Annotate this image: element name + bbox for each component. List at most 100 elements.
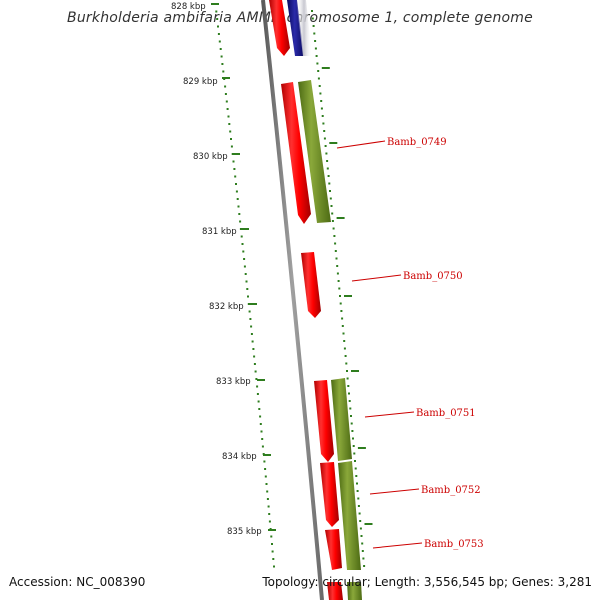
outer-major-tick	[357, 447, 366, 449]
cds-feature[interactable]	[338, 461, 361, 570]
outer-tick	[350, 422, 353, 425]
outer-major-tick	[364, 523, 373, 525]
minor-tick	[239, 228, 242, 230]
minor-tick	[245, 280, 248, 283]
minor-tick	[225, 100, 228, 103]
minor-tick	[229, 130, 232, 133]
outer-tick	[363, 565, 366, 567]
outer-major-tick	[329, 142, 338, 144]
minor-tick	[250, 333, 253, 335]
outer-tick	[319, 92, 322, 95]
kbp-label: 834 kbp	[222, 452, 257, 462]
minor-tick	[273, 565, 275, 568]
minor-tick	[230, 145, 233, 148]
outer-tick	[339, 295, 341, 297]
cds-feature[interactable]	[298, 80, 331, 223]
minor-tick	[217, 33, 220, 35]
gene-label-bamb-0750[interactable]: Bamb_0750	[403, 271, 463, 282]
gene-feature[interactable]	[281, 82, 311, 224]
kbp-tick	[268, 529, 276, 531]
minor-tick	[261, 438, 264, 440]
minor-tick	[271, 543, 273, 545]
outer-tick	[333, 235, 336, 237]
minor-tick	[228, 123, 231, 125]
gene-feature[interactable]	[320, 462, 339, 527]
outer-tick	[359, 520, 362, 522]
outer-tick	[348, 392, 350, 395]
minor-tick	[226, 108, 229, 110]
outer-tick	[320, 107, 323, 110]
outer-tick	[339, 302, 342, 305]
gene-label-bamb-0753[interactable]: Bamb_0753	[424, 539, 484, 550]
label-leader	[351, 274, 402, 282]
minor-tick	[224, 85, 227, 88]
outer-tick	[346, 370, 348, 372]
minor-tick	[266, 490, 269, 493]
outer-tick	[343, 340, 346, 342]
outer-tick	[331, 220, 334, 222]
outer-tick	[322, 122, 325, 125]
outer-tick	[357, 505, 360, 507]
minor-tick	[268, 513, 271, 515]
minor-tick	[253, 363, 256, 365]
outer-tick	[326, 167, 329, 170]
minor-tick	[230, 138, 232, 140]
accession-text: Accession: NC_008390	[9, 575, 146, 589]
minor-tick	[260, 430, 263, 433]
gene-label-bamb-0752[interactable]: Bamb_0752	[421, 485, 481, 496]
cds-feature[interactable]	[331, 378, 352, 461]
gene-label-bamb-0749[interactable]: Bamb_0749	[387, 137, 447, 148]
kbp-label: 831 kbp	[202, 227, 237, 237]
gene-feature-reverse[interactable]	[287, 0, 304, 56]
minor-tick	[253, 355, 256, 358]
minor-tick	[227, 115, 230, 118]
outer-major-tick	[344, 295, 352, 297]
outer-tick	[323, 137, 326, 140]
gene-feature[interactable]	[327, 582, 343, 600]
gene-label-bamb-0751[interactable]: Bamb_0751	[416, 408, 476, 419]
minor-tick	[219, 48, 222, 50]
outer-tick	[346, 377, 349, 380]
outer-major-tick	[351, 370, 359, 372]
outer-tick	[348, 400, 351, 402]
outer-tick	[338, 287, 341, 290]
outer-tick	[341, 317, 344, 320]
minor-tick	[272, 558, 275, 560]
minor-tick	[263, 460, 266, 463]
minor-tick	[247, 303, 250, 305]
outer-tick	[329, 197, 332, 200]
minor-tick	[271, 550, 274, 553]
outer-tick-track	[311, 10, 373, 567]
outer-tick	[343, 347, 346, 350]
outer-tick	[330, 205, 333, 207]
outer-tick	[329, 190, 331, 192]
kbp-tick	[263, 454, 271, 456]
minor-tick	[246, 288, 249, 290]
kbp-label: 828 kbp	[171, 2, 206, 12]
gene-feature[interactable]	[301, 252, 321, 318]
minor-tick	[252, 348, 255, 350]
minor-tick	[259, 423, 262, 425]
minor-tick	[233, 168, 236, 170]
minor-tick	[238, 213, 241, 215]
minor-tick	[232, 160, 235, 163]
kbp-label: 835 kbp	[227, 527, 262, 537]
label-leader	[372, 542, 423, 549]
kbp-tick	[232, 153, 240, 155]
minor-tick	[243, 258, 246, 260]
outer-tick	[352, 437, 354, 440]
gene-feature[interactable]	[314, 380, 334, 462]
outer-tick	[315, 55, 318, 57]
minor-tick-track	[214, 3, 275, 568]
gene-feature[interactable]	[269, 0, 290, 56]
minor-tick	[235, 183, 237, 185]
cds-feature[interactable]	[347, 582, 362, 600]
outer-major-tick	[321, 67, 330, 69]
outer-tick	[332, 227, 335, 230]
outer-tick	[356, 482, 358, 485]
gene-feature[interactable]	[325, 529, 342, 570]
minor-tick	[235, 190, 238, 193]
minor-tick	[217, 25, 219, 28]
outer-tick	[340, 310, 343, 312]
outer-tick	[359, 527, 362, 530]
